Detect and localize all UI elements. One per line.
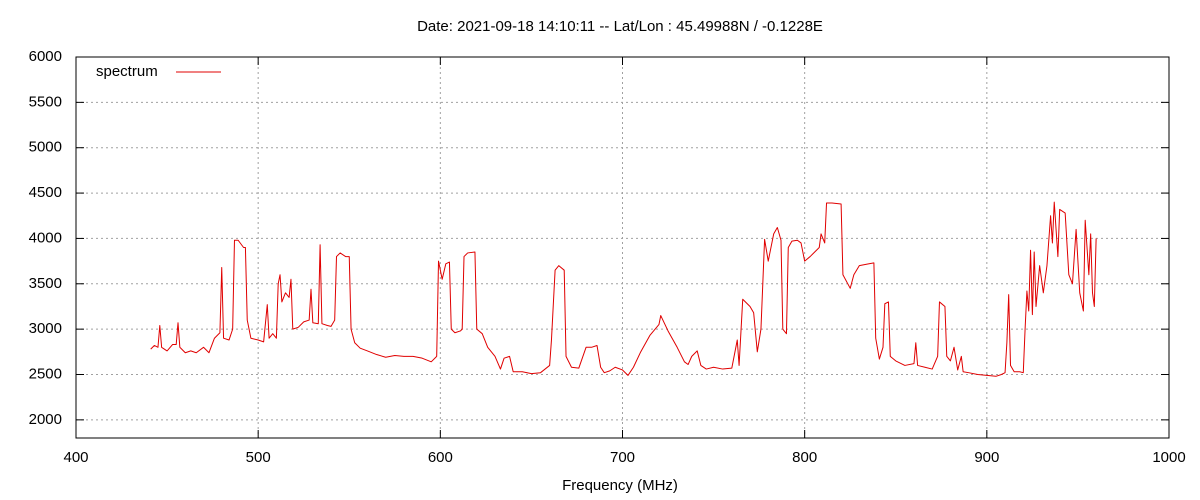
y-tick-label: 3500 bbox=[29, 275, 62, 292]
y-tick-label: 5000 bbox=[29, 139, 62, 156]
x-tick-label: 900 bbox=[974, 449, 999, 466]
y-tick-label: 2000 bbox=[29, 411, 62, 428]
x-tick-label: 500 bbox=[246, 449, 271, 466]
y-tick-label: 4500 bbox=[29, 184, 62, 201]
y-tick-label: 3000 bbox=[29, 320, 62, 337]
x-tick-label: 800 bbox=[792, 449, 817, 466]
x-tick-label: 400 bbox=[63, 449, 88, 466]
x-tick-label: 1000 bbox=[1152, 449, 1185, 466]
y-tick-label: 6000 bbox=[29, 48, 62, 65]
y-tick-label: 5500 bbox=[29, 93, 62, 110]
plot-border bbox=[75, 56, 1170, 439]
legend-label: spectrum bbox=[96, 63, 158, 80]
chart-title: Date: 2021-09-18 14:10:11 -- Lat/Lon : 4… bbox=[417, 18, 823, 35]
y-tick-label: 4000 bbox=[29, 229, 62, 246]
y-tick-label: 2500 bbox=[29, 365, 62, 382]
spectrum-line bbox=[150, 201, 1097, 377]
x-axis-label: Frequency (MHz) bbox=[562, 477, 678, 494]
x-tick-label: 600 bbox=[428, 449, 453, 466]
x-tick-label: 700 bbox=[610, 449, 635, 466]
